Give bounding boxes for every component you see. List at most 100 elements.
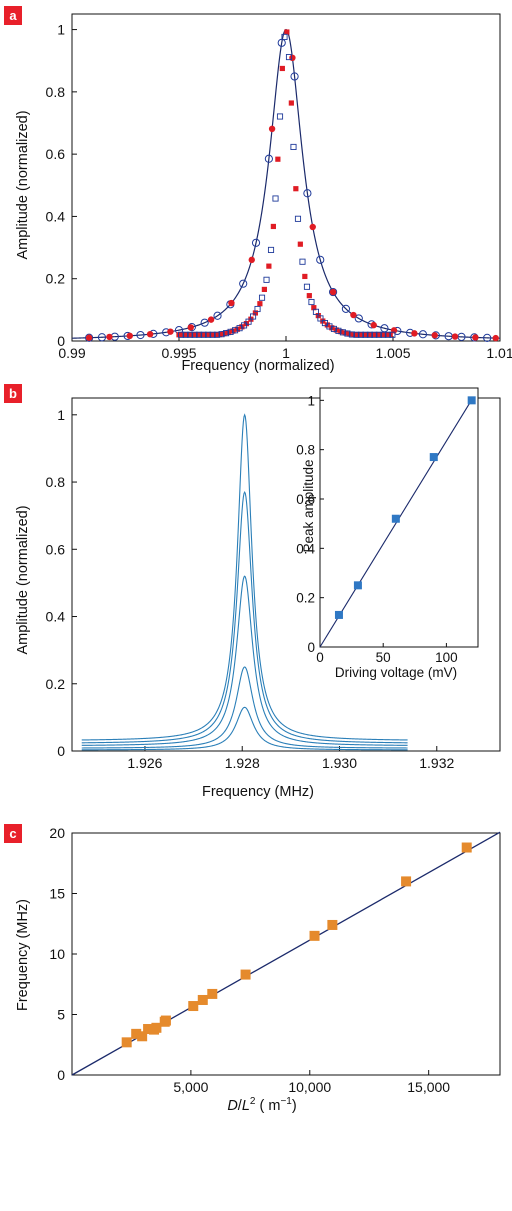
chart-a-ylabel: Amplitude (normalized) xyxy=(15,110,31,259)
open-square-point xyxy=(299,258,306,265)
inset-y-tick-label: 0 xyxy=(307,640,315,655)
open-square-point xyxy=(200,331,207,338)
open-square-point xyxy=(196,331,203,338)
xlabel-sup-2: 2 xyxy=(250,1096,256,1107)
filled-circle-point xyxy=(350,311,357,319)
inset-frame xyxy=(319,387,479,648)
data-point xyxy=(160,1015,171,1026)
open-square-point xyxy=(223,330,230,337)
x-tick-label: 1.930 xyxy=(322,755,357,771)
filled-square-point xyxy=(306,293,312,299)
inset-point xyxy=(467,396,476,405)
open-square-point xyxy=(267,246,275,253)
filled-circle-point xyxy=(370,321,377,329)
inset-point xyxy=(353,581,362,590)
chart-c-ylabel: Frequency (MHz) xyxy=(15,899,31,1011)
filled-square-point xyxy=(270,223,276,230)
y-tick-label: 1 xyxy=(57,407,65,423)
panel-a-badge xyxy=(4,6,22,25)
chart-a-xlabel: Frequency (normalized) xyxy=(181,358,334,374)
open-square-point xyxy=(389,331,396,338)
filled-circle-point xyxy=(309,223,316,231)
y-tick-label: 0 xyxy=(57,333,65,349)
x-tick-label: 0.995 xyxy=(161,345,196,361)
open-square-point xyxy=(214,331,221,338)
open-circle-point xyxy=(341,304,351,313)
open-circle-point xyxy=(328,287,338,297)
open-square-point xyxy=(294,215,302,222)
xlabel-sup-minus1: −1 xyxy=(280,1096,292,1107)
y-tick-label: 1 xyxy=(57,22,65,38)
open-square-point xyxy=(276,113,284,120)
open-square-point xyxy=(218,331,225,338)
y-tick-label: 20 xyxy=(49,825,65,841)
open-circle-point xyxy=(483,333,492,342)
x-tick-label: 1.926 xyxy=(127,755,162,771)
open-square-point xyxy=(366,331,373,338)
data-point xyxy=(327,919,338,930)
open-square-point xyxy=(339,329,346,336)
open-square-point xyxy=(317,315,324,322)
data-point xyxy=(197,994,208,1005)
filled-circle-point xyxy=(492,334,499,342)
open-square-point xyxy=(384,331,391,338)
filled-circle-point xyxy=(106,333,113,341)
filled-square-point xyxy=(302,273,308,280)
open-square-point xyxy=(312,308,320,315)
data-point xyxy=(240,969,251,980)
open-square-point xyxy=(321,320,328,327)
data-point xyxy=(143,1024,154,1035)
data-point xyxy=(121,1037,132,1048)
filled-circle-point xyxy=(451,333,459,340)
filled-circle-point xyxy=(248,256,255,264)
y-tick-label: 10 xyxy=(49,946,65,962)
filled-square-point xyxy=(288,100,294,106)
chart-b-svg: b 1.926 1.928 1.930 1.932 0 0.2 0.4 0.6 0.8 1 0 50… xyxy=(4,384,501,800)
resonance-trace xyxy=(81,706,408,751)
fit-line xyxy=(71,28,501,339)
open-circle-point xyxy=(316,255,325,264)
chart-a-svg: a 0.99 0.995 1 1.005 1.01 0 0.2 0.4 0.6 0.8 1 Freq… xyxy=(4,6,512,374)
open-square-point xyxy=(362,331,369,338)
open-square-point xyxy=(209,331,216,338)
open-circle-point xyxy=(303,189,312,198)
open-square-point xyxy=(357,331,364,338)
open-circle-point xyxy=(213,311,222,320)
open-square-point xyxy=(330,325,337,332)
panel-b-badge-label: b xyxy=(9,386,17,401)
open-circle-point xyxy=(97,333,107,342)
open-circle-point xyxy=(239,279,248,288)
panel-b: b 1.926 1.928 1.930 1.932 0 0.2 0.4 0.6 0.8 1 0 50… xyxy=(0,380,512,805)
open-square-point xyxy=(254,305,261,313)
chart-b-axes: 1.926 1.928 1.930 1.932 0 0.2 0.4 0.6 0.8 1 xyxy=(46,397,501,771)
inset-x-tick-label: 50 xyxy=(376,650,391,665)
open-square-point xyxy=(232,327,239,334)
open-circle-point xyxy=(290,72,299,81)
x-tick-label: 1.932 xyxy=(419,755,454,771)
open-circle-point xyxy=(354,314,363,323)
open-square-point xyxy=(290,143,297,151)
data-point xyxy=(188,1001,199,1012)
xlabel-d: D xyxy=(227,1098,237,1114)
y-tick-label: 0.8 xyxy=(46,474,66,490)
y-tick-label: 0.8 xyxy=(46,84,66,100)
inset-x-tick-label: 0 xyxy=(316,650,324,665)
open-square-point xyxy=(227,328,234,335)
filled-circle-point xyxy=(146,330,154,338)
filled-circle-point xyxy=(187,324,194,331)
y-tick-label: 0.6 xyxy=(46,541,66,557)
open-square-point xyxy=(281,33,288,40)
open-circle-point xyxy=(418,330,428,339)
data-point xyxy=(401,876,412,887)
filled-square-point xyxy=(176,332,182,338)
open-square-point xyxy=(191,331,198,338)
open-square-point xyxy=(249,313,257,320)
open-square-point xyxy=(308,298,315,306)
inset-y-tick-label: 0.8 xyxy=(296,443,315,458)
open-square-point xyxy=(375,331,382,338)
filled-circle-point xyxy=(411,330,418,337)
data-point xyxy=(309,930,320,941)
open-square-point xyxy=(285,54,293,61)
x-tick-label: 5,000 xyxy=(173,1079,208,1095)
filled-square-point xyxy=(311,305,317,311)
